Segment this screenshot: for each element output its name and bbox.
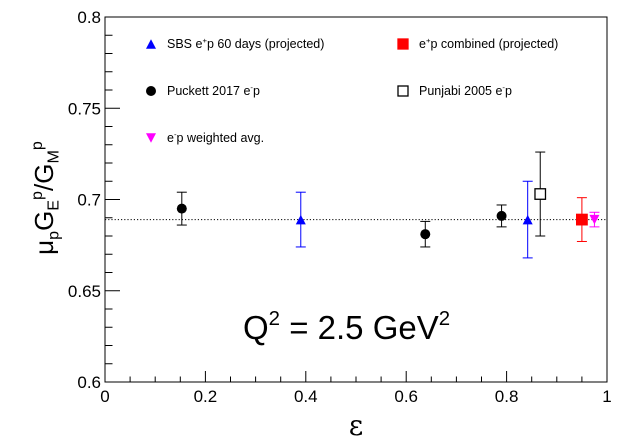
legend-label-part: p: [253, 84, 260, 98]
legend-marker: [146, 133, 156, 143]
y-tick-label: 0.6: [77, 373, 101, 392]
x-tick-label: 0.8: [495, 387, 519, 406]
legend-label: e-p weighted avg.: [167, 130, 264, 145]
legend-label-part: Puckett 2017 e: [167, 84, 250, 98]
x-tick-label: 0.2: [194, 387, 218, 406]
legend-entry: Punjabi 2005 e-p: [397, 83, 512, 98]
legend-marker: [397, 85, 409, 97]
data-point: [522, 214, 533, 225]
series-1: [576, 197, 588, 242]
annotation-text-part: 2: [269, 307, 280, 330]
annotation-text: Q2 = 2.5 GeV2: [243, 307, 450, 346]
legend-label-part: p combined (projected): [430, 37, 558, 51]
legend-label-part: -: [174, 130, 177, 139]
legend-label-part: SBS e: [167, 37, 202, 51]
legend-label: SBS e+p 60 days (projected): [167, 36, 324, 51]
annotation-text-part: 2: [439, 307, 450, 330]
legend: SBS e+p 60 days (projected) e+p combined …: [146, 36, 558, 145]
x-tick-label: 0: [100, 387, 109, 406]
legend-marker: [146, 86, 156, 96]
legend-label-part: e: [419, 37, 426, 51]
y-axis-title-part: G: [29, 211, 59, 231]
y-axis-title-group: μpGEp/GMp: [28, 141, 63, 255]
legend-label-part: +: [426, 36, 431, 45]
y-axis-title-part: M: [45, 150, 63, 163]
data-point: [589, 214, 600, 225]
y-tick-label: 0.75: [68, 99, 101, 118]
y-axis-title: μpGEp/GMp: [28, 141, 63, 255]
data-points: [176, 151, 600, 259]
legend-label-part: Punjabi 2005 e: [419, 84, 502, 98]
legend-entry: e-p weighted avg.: [146, 130, 264, 145]
annotation-text-part: Q: [243, 309, 269, 346]
legend-label: Puckett 2017 e-p: [167, 83, 260, 98]
y-axis-title-part: E: [45, 200, 63, 211]
legend-entry: SBS e+p 60 days (projected): [146, 36, 324, 51]
legend-label-part: +: [202, 36, 207, 45]
series-0: [295, 180, 533, 259]
x-tick-label: 0.4: [294, 387, 318, 406]
y-axis-title-part: p: [28, 191, 46, 200]
legend-label: Punjabi 2005 e-p: [419, 83, 512, 98]
legend-entry: e+p combined (projected): [397, 36, 558, 51]
legend-label-part: p 60 days (projected): [207, 37, 324, 51]
legend-entry: Puckett 2017 e-p: [146, 83, 260, 98]
legend-marker: [397, 38, 409, 50]
legend-label-part: -: [502, 83, 505, 92]
axes: 0 0.2 0.4 0.6 0.8 1 0.6 0.65 0.7 0.75 0.8: [68, 8, 612, 406]
annotation-text-part: = 2.5 GeV: [280, 309, 439, 346]
series-3: [534, 151, 547, 237]
data-point: [295, 214, 306, 225]
legend-label-part: p weighted avg.: [177, 131, 265, 145]
legend-label: e+p combined (projected): [419, 36, 558, 51]
data-point: [420, 229, 431, 240]
y-axis-title-part: p: [28, 141, 46, 150]
data-point: [496, 210, 507, 221]
y-axis-title-part: /G: [29, 164, 59, 191]
series-2: [176, 191, 507, 248]
x-tick-label: 1: [602, 387, 611, 406]
series-4: [589, 211, 600, 228]
y-axis-title-part: p: [45, 231, 63, 240]
y-tick-label: 0.8: [77, 8, 101, 27]
y-tick-label: 0.65: [68, 282, 101, 301]
data-point: [176, 203, 187, 214]
x-tick-label: 0.6: [394, 387, 418, 406]
legend-marker: [146, 39, 156, 49]
data-point: [534, 188, 547, 200]
data-point: [576, 213, 588, 226]
legend-label-part: e: [167, 131, 174, 145]
legend-label-part: p: [505, 84, 512, 98]
y-tick-label: 0.7: [77, 191, 101, 210]
legend-label-part: -: [250, 83, 253, 92]
y-axis-title-part: μ: [29, 240, 59, 255]
x-axis-title: ε: [349, 409, 364, 441]
